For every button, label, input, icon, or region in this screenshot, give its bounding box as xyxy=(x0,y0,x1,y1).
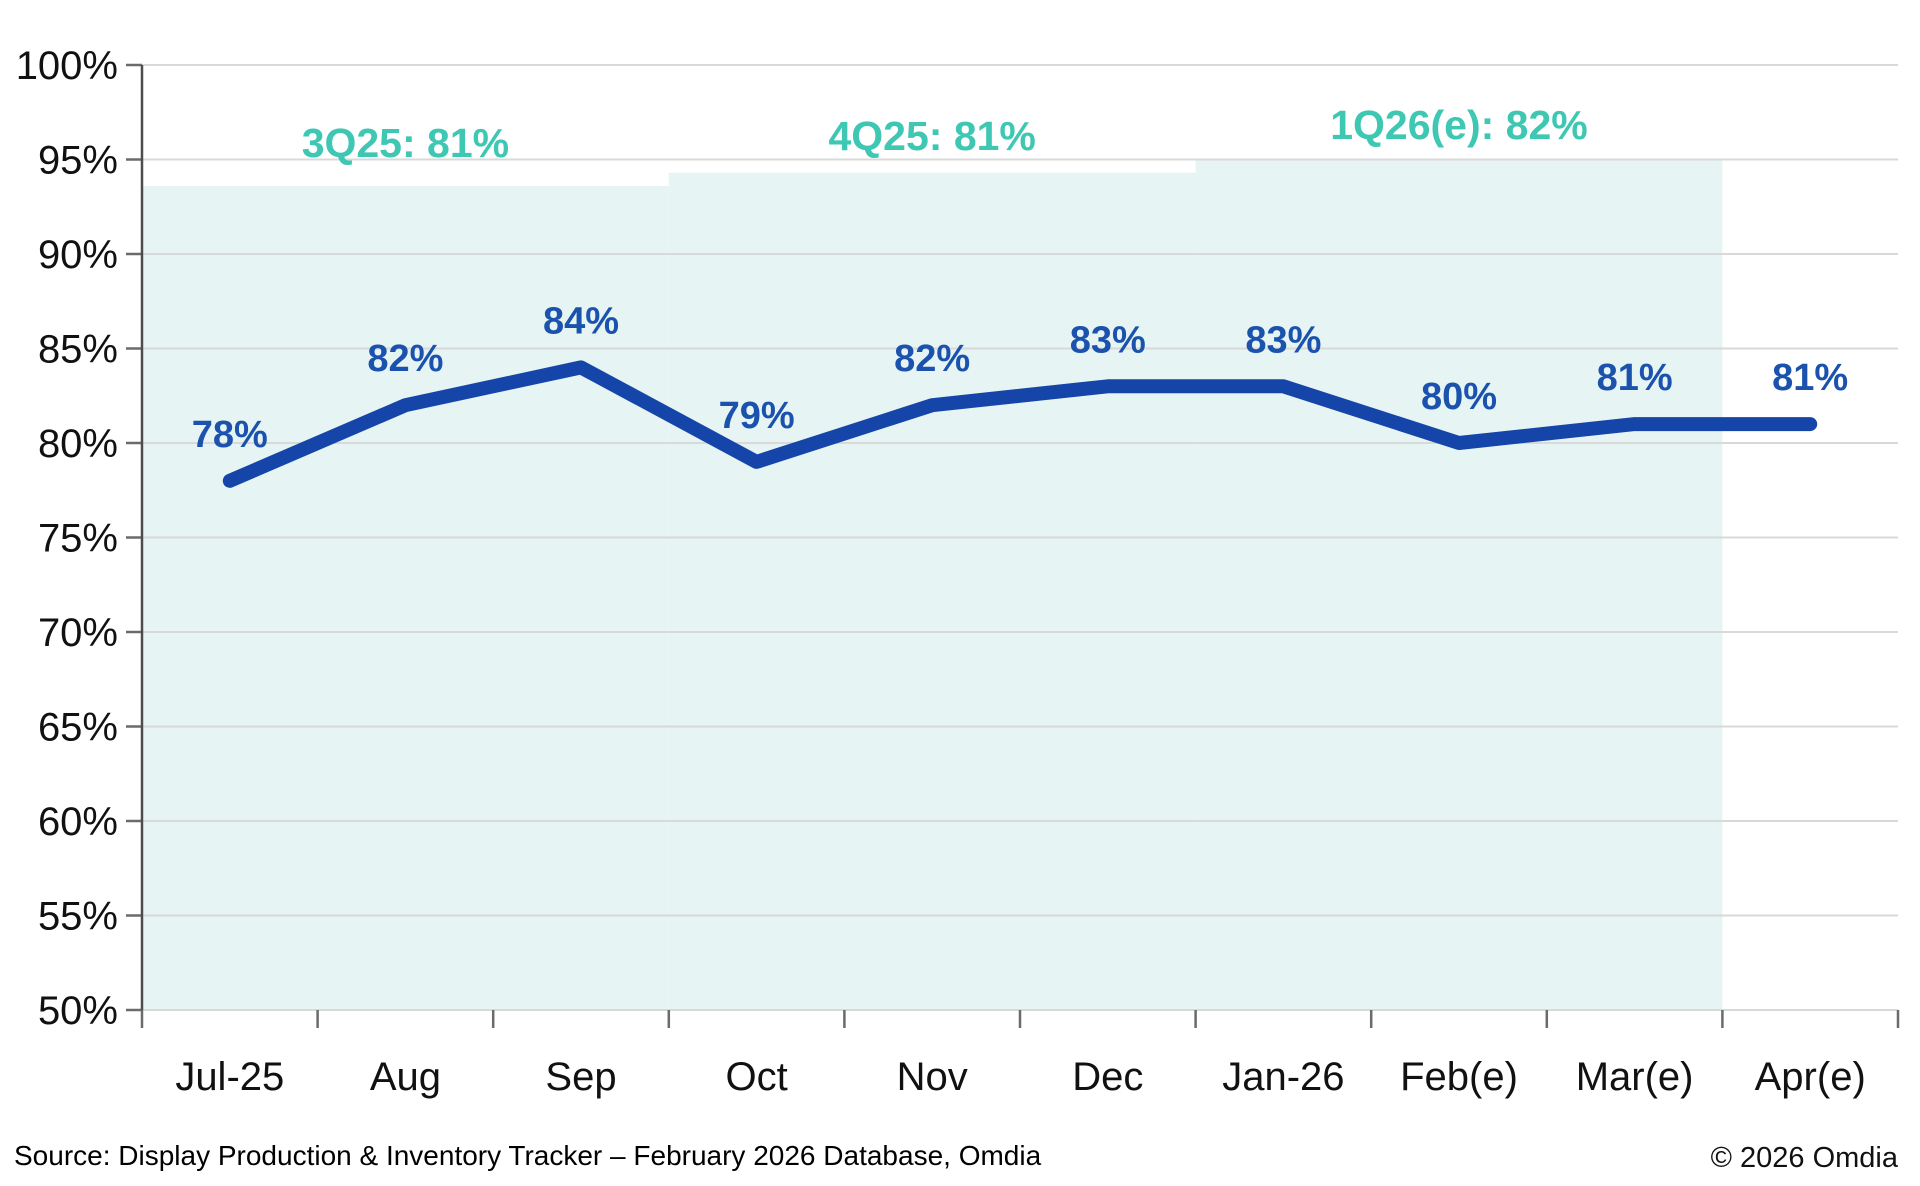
x-tick-label: Dec xyxy=(1072,1055,1143,1099)
x-tick-label: Sep xyxy=(545,1055,616,1099)
y-tick-label: 70% xyxy=(38,611,118,655)
y-tick-label: 80% xyxy=(38,422,118,466)
series-line xyxy=(222,360,1818,488)
x-tick-label: Jul-25 xyxy=(175,1055,284,1099)
y-tick-label: 75% xyxy=(38,517,118,561)
y-tick-label: 55% xyxy=(38,895,118,939)
source-note: Source: Display Production & Inventory T… xyxy=(14,1140,1042,1171)
x-tick-label: Oct xyxy=(725,1055,787,1099)
x-tick-label: Aug xyxy=(370,1055,441,1099)
quarter-band xyxy=(668,172,1196,1011)
y-tick-label: 65% xyxy=(38,706,118,750)
data-label: 81% xyxy=(1597,357,1673,399)
quarter-band xyxy=(142,185,669,1010)
quarter-annotation: 3Q25: 81% xyxy=(302,120,509,166)
y-tick-label: 50% xyxy=(38,989,118,1033)
quarter-band xyxy=(1195,159,1723,1010)
copyright-note: © 2026 Omdia xyxy=(1710,1142,1898,1174)
data-label: 83% xyxy=(1245,319,1321,361)
data-label: 82% xyxy=(367,338,443,380)
x-tick-label: Nov xyxy=(897,1055,968,1099)
y-tick-label: 95% xyxy=(38,139,118,183)
y-tick-label: 100% xyxy=(16,44,118,88)
quarter-annotation: 1Q26(e): 82% xyxy=(1330,102,1588,148)
y-tick-label: 60% xyxy=(38,800,118,844)
x-tick-label: Jan-26 xyxy=(1222,1055,1344,1099)
data-label: 80% xyxy=(1421,376,1497,418)
data-label: 81% xyxy=(1772,357,1848,399)
x-tick-label: Mar(e) xyxy=(1576,1055,1694,1099)
y-tick-label: 85% xyxy=(38,328,118,372)
y-tick-label: 90% xyxy=(38,233,118,277)
data-label: 83% xyxy=(1070,319,1146,361)
x-tick-label: Feb(e) xyxy=(1400,1055,1518,1099)
data-label: 79% xyxy=(719,395,795,437)
data-label: 84% xyxy=(543,300,619,342)
quarter-annotation: 4Q25: 81% xyxy=(828,113,1035,159)
data-label: 82% xyxy=(894,338,970,380)
data-label: 78% xyxy=(192,414,268,456)
x-tick-label: Apr(e) xyxy=(1755,1055,1866,1099)
